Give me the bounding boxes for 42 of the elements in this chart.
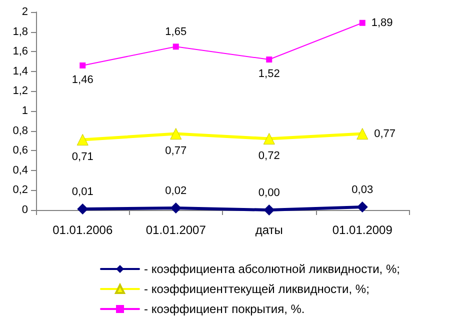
y-tick-label: 0,6 — [12, 144, 28, 157]
legend-label: - коэффициенттекущей ликвидности, %; — [144, 282, 370, 296]
point — [170, 202, 182, 214]
y-tick-label: 0,2 — [12, 184, 28, 196]
y-tick-label: 1,2 — [12, 85, 28, 98]
x-tick-label: даты — [255, 223, 283, 237]
point — [76, 134, 88, 146]
x-tick-label: 01.01.2009 — [332, 223, 393, 237]
x-tick-label: 01.01.2007 — [146, 223, 206, 237]
y-tick-label: 0,4 — [12, 164, 28, 176]
data-label: 1,65 — [165, 26, 187, 38]
y-tick-label: 0,8 — [12, 124, 28, 137]
legend-label: - коэффициента абсолютной ликвидности, %; — [144, 262, 400, 276]
point — [356, 202, 368, 213]
y-tick-label: 1,8 — [12, 26, 28, 38]
x-tick-label: 01.01.2006 — [52, 223, 113, 237]
point — [80, 62, 86, 68]
legend-label: - коэффициент покрытия, %. — [144, 302, 305, 316]
y-tick-label: 1,6 — [12, 46, 28, 58]
point — [77, 204, 88, 215]
data-label: 0,77 — [374, 128, 396, 140]
data-label: 0,03 — [352, 184, 374, 196]
data-label: 0,02 — [165, 185, 187, 198]
data-label: 0,77 — [165, 145, 187, 158]
point — [263, 132, 275, 144]
y-tick-label: 1,4 — [12, 65, 28, 78]
point — [170, 128, 182, 140]
point — [172, 44, 179, 50]
point — [266, 56, 272, 63]
data-label: 0,01 — [72, 186, 94, 198]
point — [356, 128, 368, 140]
point — [359, 20, 366, 26]
data-label: 1,46 — [72, 74, 94, 86]
y-tick-label: 1 — [22, 105, 28, 117]
y-tick-label: 2 — [22, 6, 28, 18]
data-label: 0,72 — [258, 150, 280, 162]
point — [264, 204, 275, 216]
data-label: 0,71 — [72, 150, 94, 163]
data-label: 1,52 — [258, 68, 280, 80]
y-tick-label: 0 — [22, 204, 28, 216]
data-label: 1,89 — [371, 16, 393, 29]
data-label: 0,00 — [258, 187, 280, 199]
